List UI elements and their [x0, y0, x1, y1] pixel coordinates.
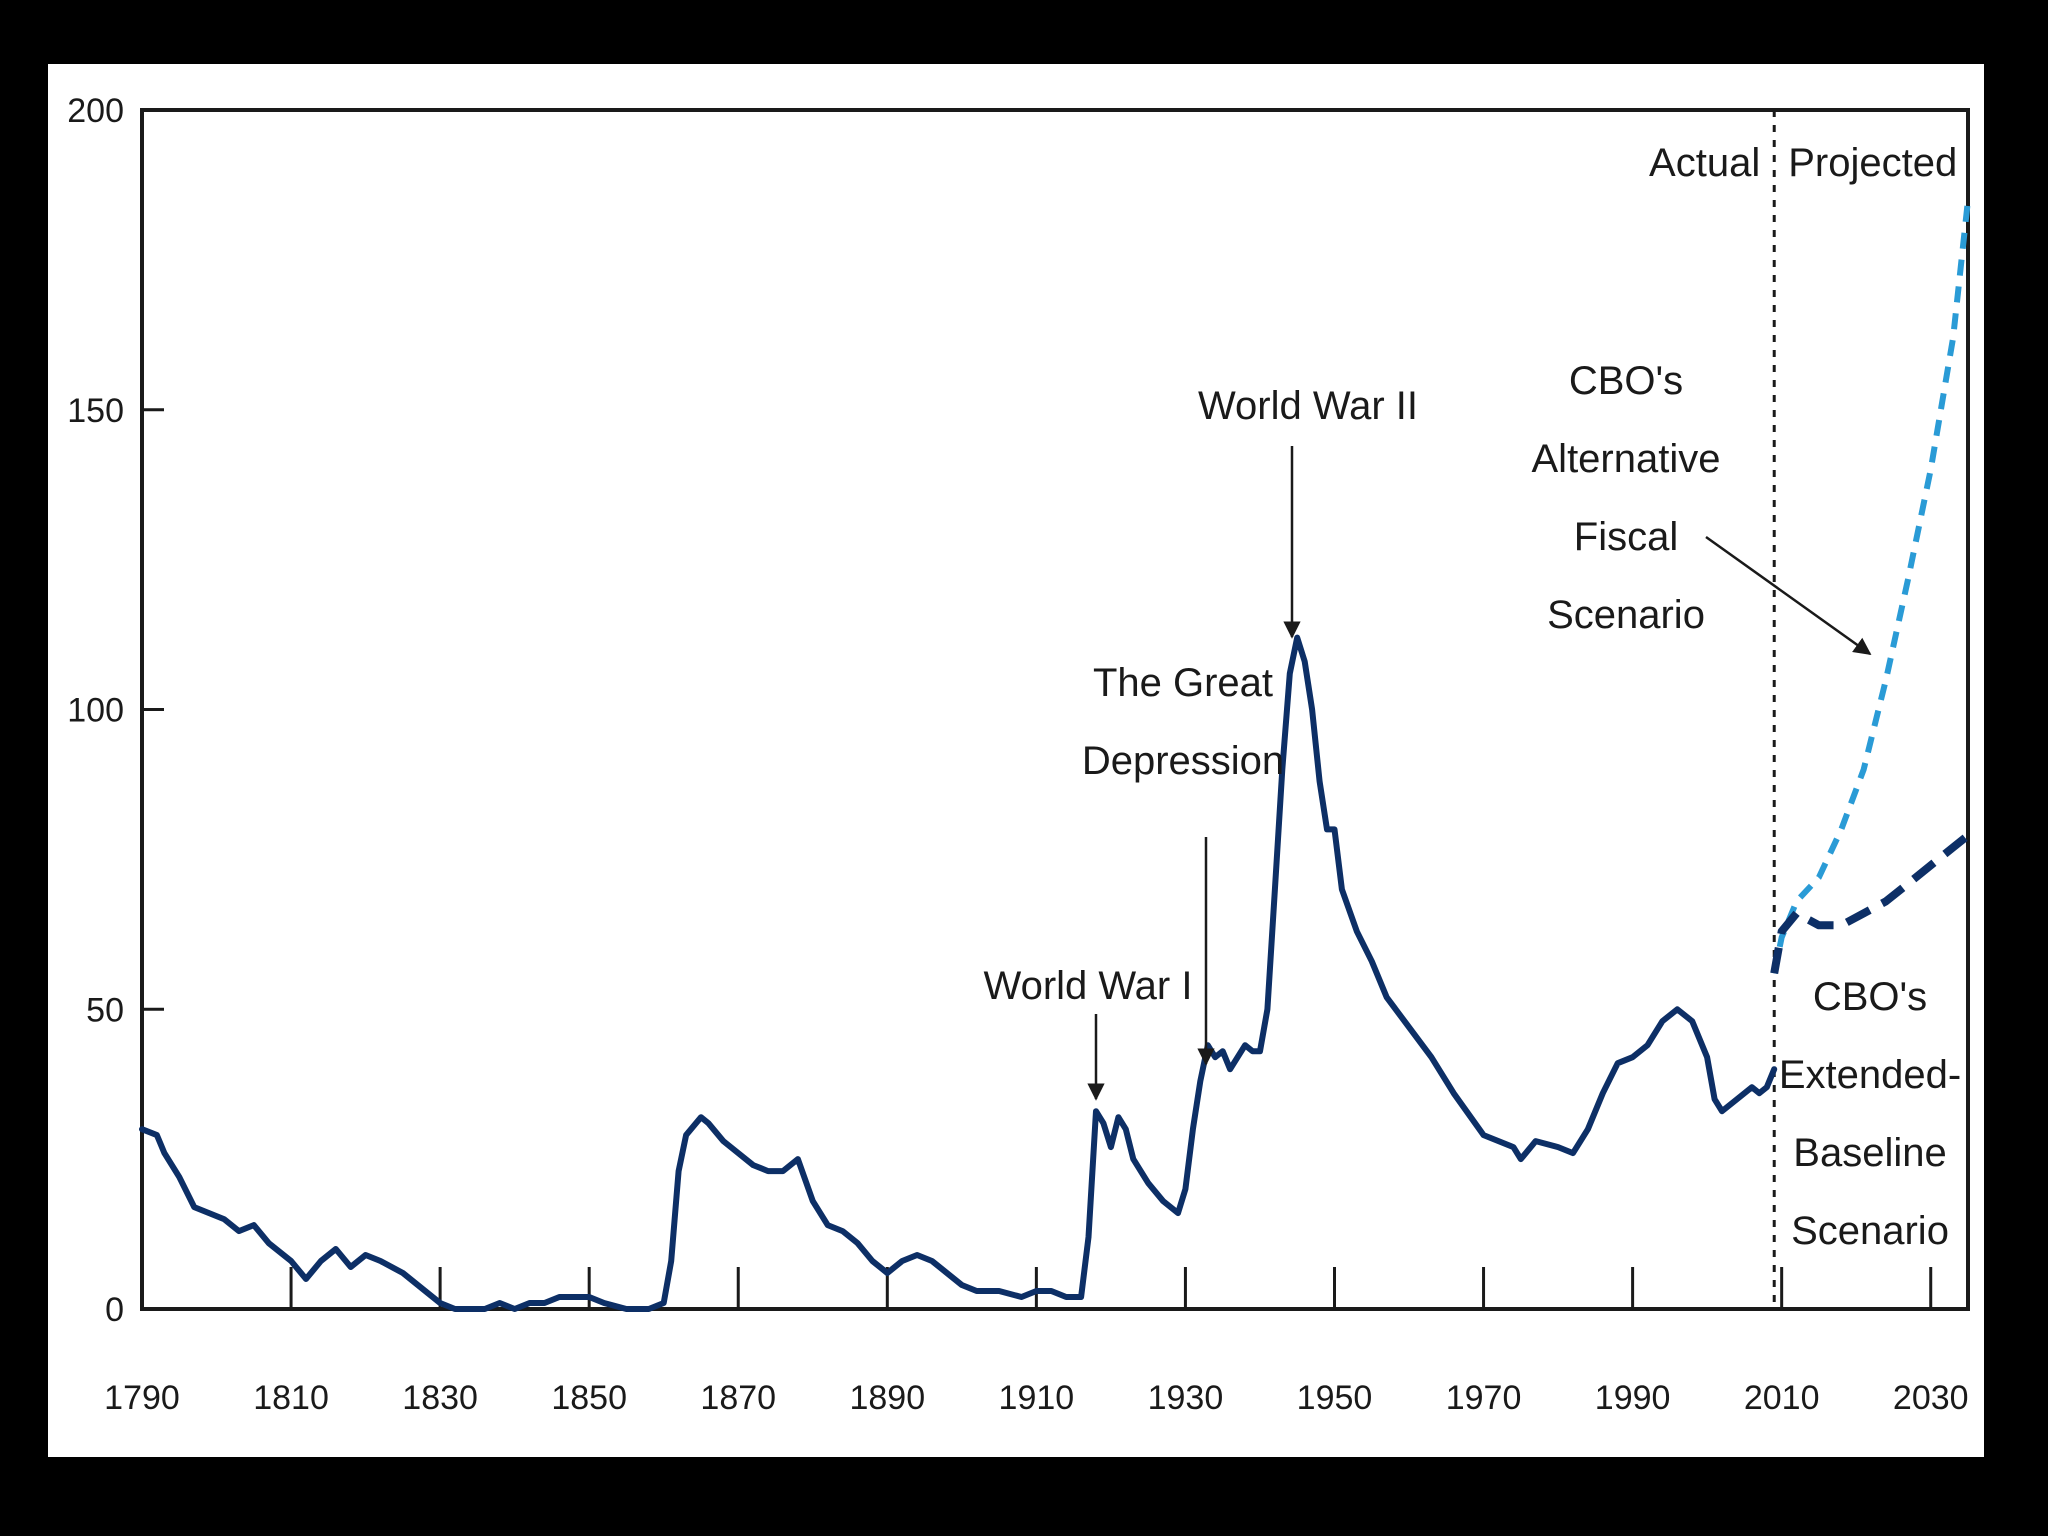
y-tick-label-50: 50	[86, 991, 124, 1029]
annotation-great-depression: The Great Depression	[1082, 661, 1284, 783]
x-tick-label-1890: 1890	[849, 1379, 925, 1417]
annotation-extended-baseline-scenario: CBO's Extended- Baseline Scenario	[1779, 975, 1961, 1253]
x-tick-label-2010: 2010	[1744, 1379, 1820, 1417]
annotations: World War I The Great Depression World War …	[984, 359, 1962, 1253]
annotation-line: Baseline	[1793, 1131, 1946, 1175]
y-axis: 0 50 100 150 200	[67, 92, 164, 1329]
annotation-line: Alternative	[1532, 437, 1721, 481]
x-tick-label-1790: 1790	[104, 1379, 180, 1417]
series-group	[139, 199, 1971, 1312]
annotation-line: Scenario	[1547, 593, 1705, 637]
x-tick-label-1990: 1990	[1595, 1379, 1671, 1417]
x-tick-label-1810: 1810	[253, 1379, 329, 1417]
annotation-line: Scenario	[1791, 1209, 1949, 1253]
extended-baseline-scenario-line	[1770, 832, 1971, 975]
chart-frame: 0 50 100 150 200 1790 1810 1830 1850 1870 1890 191…	[48, 64, 1984, 1457]
annotation-arrow-alternative-fiscal-scenario	[1705, 535, 1872, 656]
plot-area-border	[140, 108, 1970, 1311]
x-tick-label-1930: 1930	[1148, 1379, 1224, 1417]
annotation-line: Fiscal	[1574, 515, 1678, 559]
annotation-world-war-ii: World War II	[1198, 384, 1418, 428]
y-tick-label-150: 150	[67, 392, 124, 430]
projected-label: Projected	[1788, 141, 1957, 185]
annotation-world-war-i: World War I	[984, 964, 1193, 1008]
annotation-line: The Great	[1093, 661, 1273, 705]
annotation-line: Depression	[1082, 739, 1284, 783]
x-tick-label-1970: 1970	[1446, 1379, 1522, 1417]
alternative-fiscal-scenario-line	[1771, 199, 1971, 974]
actual-label: Actual	[1649, 141, 1760, 185]
annotation-line: Extended-	[1779, 1053, 1961, 1097]
debt-line-chart: 0 50 100 150 200 1790 1810 1830 1850 1870 1890 191…	[67, 92, 1971, 1417]
x-tick-label-1910: 1910	[999, 1379, 1075, 1417]
y-tick-label-200: 200	[67, 92, 124, 130]
y-tick-label-0: 0	[105, 1291, 124, 1329]
x-tick-label-1950: 1950	[1297, 1379, 1373, 1417]
y-tick-label-100: 100	[67, 692, 124, 730]
x-tick-label-1870: 1870	[700, 1379, 776, 1417]
actual-debt-line	[139, 634, 1778, 1312]
annotation-line: CBO's	[1569, 359, 1683, 403]
x-tick-label-1830: 1830	[402, 1379, 478, 1417]
x-tick-label-1850: 1850	[551, 1379, 627, 1417]
annotation-line: World War I	[984, 964, 1193, 1008]
x-tick-label-2030: 2030	[1893, 1379, 1969, 1417]
annotation-alternative-fiscal-scenario: CBO's Alternative Fiscal Scenario	[1532, 359, 1721, 637]
x-axis: 1790 1810 1830 1850 1870 1890 1910 1930 1950 1970…	[104, 1267, 1969, 1417]
annotation-line: World War II	[1198, 384, 1418, 428]
annotation-line: CBO's	[1813, 975, 1927, 1019]
